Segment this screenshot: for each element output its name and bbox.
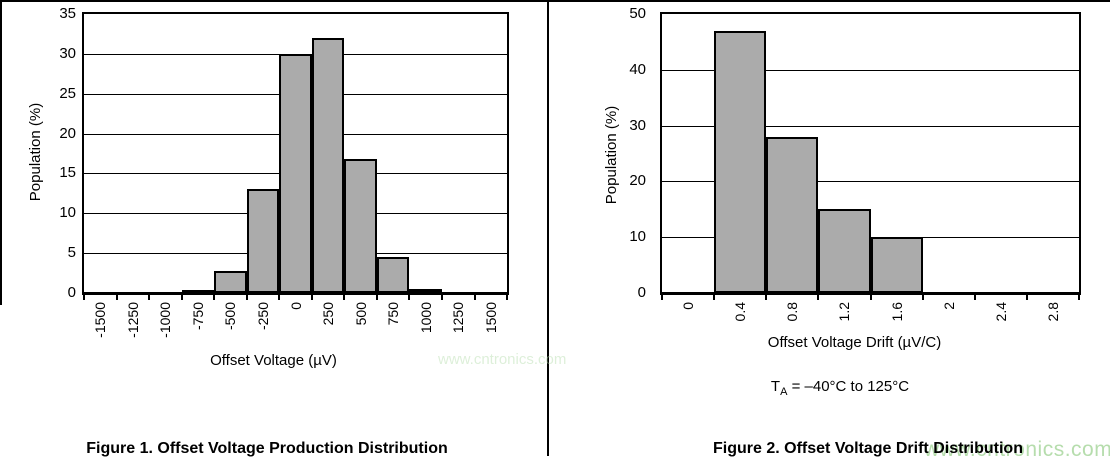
y-tick-label: 10 [629,228,646,246]
y-tick-label: 30 [59,44,76,62]
x-tick-label: 0 [287,302,304,310]
x-tick-label: 1250 [450,302,467,334]
y-tick-label: 35 [59,5,76,22]
x-axis-tick [661,295,663,300]
x-axis-tick [869,295,872,300]
x-axis-tick [765,295,768,300]
figure1-plot-area [82,12,509,295]
x-tick-label: 0.4 [732,302,749,322]
y-tick-label: 0 [67,284,76,301]
x-axis-tick [343,295,346,300]
gridline [662,181,1079,183]
y-tick-label: 5 [67,244,76,262]
x-axis-tick [375,295,378,300]
bar [181,290,215,294]
watermark-text: www.cntronics.com [924,438,1110,461]
x-tick-label: 2.4 [992,302,1009,322]
bar [409,289,442,293]
x-tick-label: 0 [680,302,697,310]
x-tick-label: 2 [940,302,957,310]
y-tick-label: 0 [637,284,646,301]
x-tick-label: -500 [222,302,239,331]
x-tick-label: -1250 [124,302,141,338]
x-axis-tick [440,295,443,300]
x-tick-label: 1000 [417,302,434,334]
x-axis-tick [1078,295,1080,300]
x-axis-tick [278,295,281,300]
x-tick-label: 1.2 [836,302,853,322]
x-tick-label: 500 [352,302,369,326]
bar [870,237,923,293]
x-axis-tick [148,295,151,300]
x-tick-label: 1.6 [888,302,905,322]
x-axis-tick [506,295,508,300]
bar [766,136,819,293]
gridline [662,69,1079,71]
top-border-line [0,0,1110,2]
bar [279,53,312,293]
x-tick-label: -250 [255,302,271,331]
condition-subscript: A [780,386,788,398]
y-tick-label: 50 [629,5,646,22]
bar [214,270,247,293]
x-tick-label: 250 [320,302,336,326]
left-border-line [0,0,2,305]
center-divider-line [547,0,549,456]
y-tick-label: 40 [629,60,646,78]
x-axis-tick [213,295,216,300]
x-axis-tick [1025,295,1028,300]
figure2-x-axis-title: Offset Voltage Drift (µV/C) [767,334,942,351]
x-axis-tick [83,295,85,300]
gridline [662,125,1079,127]
x-axis-tick [473,295,476,300]
x-axis-tick [973,295,976,300]
x-axis-tick [713,295,716,300]
bar [246,189,280,293]
bar [344,159,377,293]
x-axis-tick [310,295,313,300]
x-axis-tick [115,295,118,300]
x-tick-label: 2.8 [1044,302,1061,322]
y-tick-label: 25 [59,84,76,102]
x-tick-label: 1500 [482,302,499,334]
y-tick-label: 10 [59,204,76,222]
x-axis-tick [245,295,248,300]
x-axis-tick [180,295,183,300]
x-axis-tick [921,295,924,300]
x-tick-label: -750 [189,302,206,331]
figure1-caption: Figure 1. Offset Voltage Production Dist… [86,440,448,457]
condition-symbol: T [770,378,781,395]
y-tick-label: 20 [59,124,76,142]
bar [311,37,345,293]
bar [818,209,871,293]
y-tick-label: 30 [629,116,646,134]
x-axis-tick [817,295,820,300]
figure2-y-axis-title: Population (%) [603,105,620,205]
y-tick-label: 15 [59,164,76,182]
condition-value: = –40°C to 125°C [787,378,910,395]
x-tick-label: 750 [385,302,402,326]
figure2-plot-area [660,12,1081,295]
x-tick-label: -1500 [92,302,109,338]
bar [376,257,410,293]
x-tick-label: -1000 [157,302,174,338]
figure2-test-condition: TA = –40°C to 125°C [630,378,1050,398]
bar [714,30,767,293]
figure1-x-axis-title: Offset Voltage (µV) [210,352,337,369]
y-tick-label: 20 [629,172,646,190]
x-tick-label: 0.8 [784,302,801,322]
figure2-caption: Figure 2. Offset Voltage Drift Distribut… [713,440,1023,457]
x-axis-tick [408,295,411,300]
watermark-text-faint: www.cntronics.com [438,351,567,368]
